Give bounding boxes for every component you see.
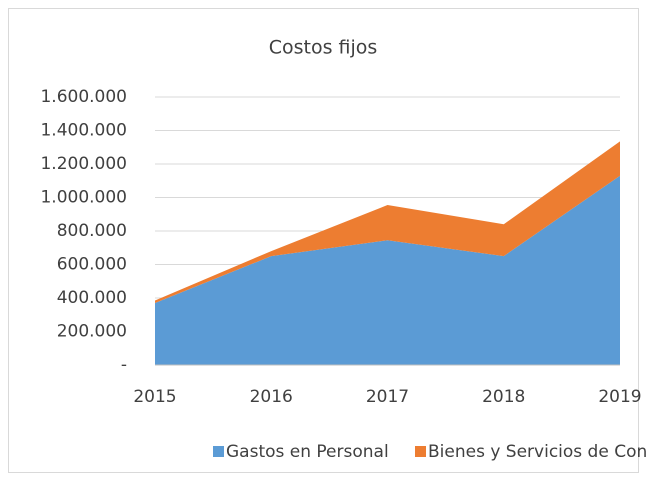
y-tick-label: 200.000 — [57, 322, 127, 342]
y-tick-label: 800.000 — [57, 221, 127, 241]
legend-label: Gastos en Personal — [226, 442, 389, 462]
y-tick-label: 600.000 — [57, 255, 127, 275]
x-tick-label: 2017 — [366, 387, 409, 407]
y-tick-label: - — [121, 355, 127, 375]
chart-title: Costos fijos — [269, 37, 378, 59]
x-tick-label: 2016 — [250, 387, 293, 407]
area — [155, 175, 620, 365]
legend-label: Bienes y Servicios de Consumo — [428, 442, 647, 462]
y-tick-label: 1.000.000 — [40, 188, 127, 208]
legend-swatch — [213, 446, 224, 457]
y-tick-label: 1.600.000 — [40, 87, 127, 107]
y-tick-label: 1.200.000 — [40, 154, 127, 174]
y-tick-label: 400.000 — [57, 288, 127, 308]
x-tick-label: 2015 — [133, 387, 176, 407]
x-tick-label: 2019 — [598, 387, 641, 407]
y-tick-label: 1.400.000 — [40, 121, 127, 141]
x-tick-label: 2018 — [482, 387, 525, 407]
legend-swatch — [415, 446, 426, 457]
area — [155, 141, 620, 304]
